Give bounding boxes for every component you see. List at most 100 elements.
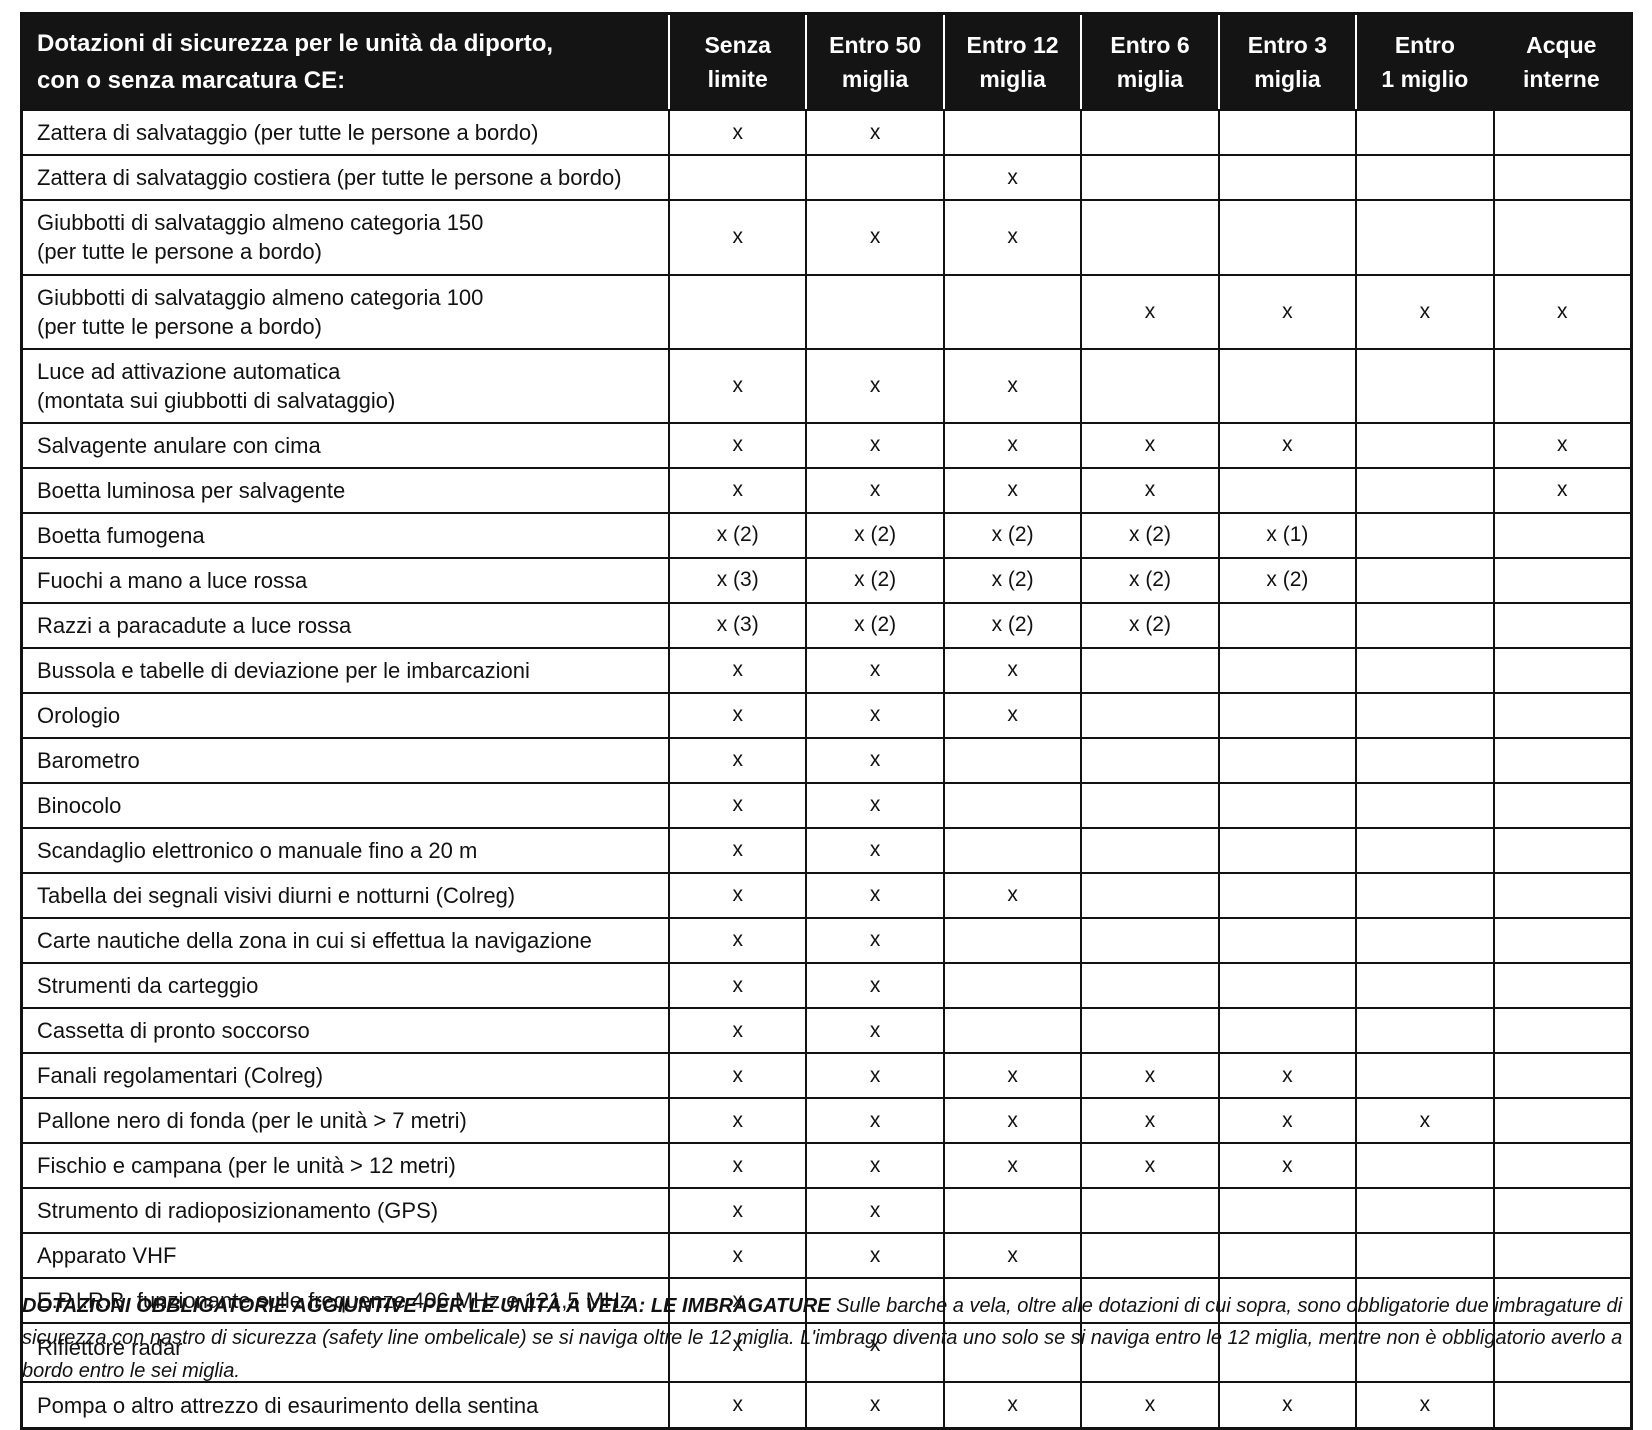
mark-cell: x bbox=[668, 1099, 805, 1143]
mark-cell: x bbox=[942, 201, 1080, 274]
mark-cell bbox=[942, 111, 1080, 155]
mark-cell bbox=[1492, 648, 1630, 692]
mark-cell bbox=[1217, 1009, 1355, 1053]
mark-cell: x bbox=[805, 1383, 942, 1428]
table-row: Zattera di salvataggio (per tutte le per… bbox=[23, 109, 1630, 155]
mark-cell: x (2) bbox=[668, 513, 805, 557]
footnote-text: Sulle barche a vela, oltre alle dotazion… bbox=[22, 1295, 1623, 1382]
mark-cell: x bbox=[1355, 1099, 1492, 1143]
mark-cell: x bbox=[805, 1189, 942, 1233]
mark-cell bbox=[1080, 156, 1217, 200]
mark-cell bbox=[1355, 1009, 1492, 1053]
mark-cell bbox=[1080, 648, 1217, 692]
mark-cell: x bbox=[1080, 468, 1217, 512]
mark-cell: x bbox=[1080, 275, 1217, 348]
mark-cell bbox=[1355, 423, 1492, 467]
mark-cell: x bbox=[668, 1324, 805, 1382]
mark-cell: x bbox=[805, 349, 942, 422]
mark-cell bbox=[805, 156, 942, 200]
row-label: Riflettore radar bbox=[37, 1335, 183, 1361]
mark-cell: x bbox=[805, 1099, 942, 1143]
mark-cell: x bbox=[668, 738, 805, 782]
table-row: Pompa o altro attrezzo di esaurimento de… bbox=[23, 1381, 1630, 1428]
mark-cell: x bbox=[1492, 275, 1630, 348]
row-label: Boetta luminosa per salvagente bbox=[37, 477, 346, 503]
table-row: Boetta fumogena x (2) x (2) x (2) x (2) x (1) bbox=[23, 511, 1630, 557]
table-row: Luce ad attivazione automatica (montata s… bbox=[23, 347, 1630, 422]
mark-cell bbox=[1492, 1009, 1630, 1053]
mark-cell: x bbox=[1080, 1054, 1217, 1098]
table-row: Orologio x x x bbox=[23, 691, 1630, 737]
row-label: Cassetta di pronto soccorso bbox=[37, 1018, 310, 1044]
mark-cell bbox=[942, 738, 1080, 782]
table-body: Zattera di salvataggio (per tutte le per… bbox=[23, 109, 1630, 1428]
mark-cell: x bbox=[805, 918, 942, 962]
mark-cell: x bbox=[805, 783, 942, 827]
mark-cell: x (2) bbox=[805, 513, 942, 557]
mark-cell: x (2) bbox=[1080, 558, 1217, 602]
mark-cell bbox=[942, 783, 1080, 827]
mark-cell bbox=[1492, 1279, 1630, 1323]
column-header-4: Entro 6 miglia bbox=[1080, 15, 1217, 110]
mark-cell bbox=[1080, 349, 1217, 422]
mark-cell bbox=[1217, 1234, 1355, 1278]
mark-cell bbox=[805, 275, 942, 348]
mark-cell: x (2) bbox=[1080, 603, 1217, 647]
mark-cell: x bbox=[805, 964, 942, 1008]
mark-cell bbox=[1355, 918, 1492, 962]
mark-cell: x bbox=[668, 964, 805, 1008]
table-row: Zattera di salvataggio costiera (per tut… bbox=[23, 154, 1630, 200]
mark-cell: x bbox=[805, 1324, 942, 1382]
mark-cell: x bbox=[805, 648, 942, 692]
mark-cell: x bbox=[942, 1054, 1080, 1098]
table-row: Carte nautiche della zona in cui si effe… bbox=[23, 916, 1630, 962]
mark-cell bbox=[1217, 828, 1355, 872]
mark-cell bbox=[1355, 828, 1492, 872]
mark-cell bbox=[1492, 349, 1630, 422]
mark-cell: x bbox=[668, 783, 805, 827]
column-header-6: Entro 1 miglio bbox=[1355, 15, 1492, 110]
mark-cell: x bbox=[1080, 1144, 1217, 1188]
mark-cell: x bbox=[1355, 275, 1492, 348]
row-label: Fischio e campana (per le unità > 12 met… bbox=[37, 1153, 456, 1179]
mark-cell bbox=[1355, 156, 1492, 200]
safety-equipment-table: Dotazioni di sicurezza per le unità da d… bbox=[20, 12, 1633, 1430]
row-label: Barometro bbox=[37, 747, 140, 773]
mark-cell bbox=[1217, 693, 1355, 737]
mark-cell bbox=[1080, 1234, 1217, 1278]
mark-cell bbox=[1217, 1189, 1355, 1233]
table-row: Riflettore radar x x bbox=[23, 1322, 1630, 1382]
mark-cell bbox=[668, 156, 805, 200]
mark-cell bbox=[1080, 201, 1217, 274]
row-label: Bussola e tabelle di deviazione per le i… bbox=[37, 657, 530, 683]
mark-cell: x bbox=[668, 1144, 805, 1188]
mark-cell: x bbox=[1217, 1099, 1355, 1143]
mark-cell: x (3) bbox=[668, 558, 805, 602]
mark-cell bbox=[1355, 1324, 1492, 1382]
row-label: Pompa o altro attrezzo di esaurimento de… bbox=[37, 1392, 539, 1418]
row-label: Strumento di radioposizionamento (GPS) bbox=[37, 1198, 439, 1224]
row-label: Giubbotti di salvataggio almeno categori… bbox=[37, 210, 484, 265]
mark-cell: x (2) bbox=[942, 603, 1080, 647]
mark-cell: x bbox=[668, 1279, 805, 1323]
mark-cell bbox=[1355, 1234, 1492, 1278]
mark-cell: x bbox=[668, 423, 805, 467]
row-label: Pallone nero di fonda (per le unità > 7 … bbox=[37, 1108, 467, 1134]
row-label: Fuochi a mano a luce rossa bbox=[37, 567, 308, 593]
mark-cell bbox=[1217, 603, 1355, 647]
mark-cell bbox=[1355, 111, 1492, 155]
mark-cell: x bbox=[1217, 1144, 1355, 1188]
mark-cell bbox=[1492, 783, 1630, 827]
mark-cell bbox=[1492, 513, 1630, 557]
mark-cell bbox=[1355, 201, 1492, 274]
row-label: Carte nautiche della zona in cui si effe… bbox=[37, 927, 592, 953]
mark-cell bbox=[1492, 1054, 1630, 1098]
mark-cell bbox=[1217, 111, 1355, 155]
row-label: Salvagente anulare con cima bbox=[37, 432, 321, 458]
mark-cell: x bbox=[805, 693, 942, 737]
mark-cell: x bbox=[668, 1189, 805, 1233]
table-row: Scandaglio elettronico o manuale fino a … bbox=[23, 826, 1630, 872]
mark-cell: x bbox=[668, 201, 805, 274]
mark-cell: x bbox=[942, 1383, 1080, 1428]
mark-cell bbox=[1217, 468, 1355, 512]
